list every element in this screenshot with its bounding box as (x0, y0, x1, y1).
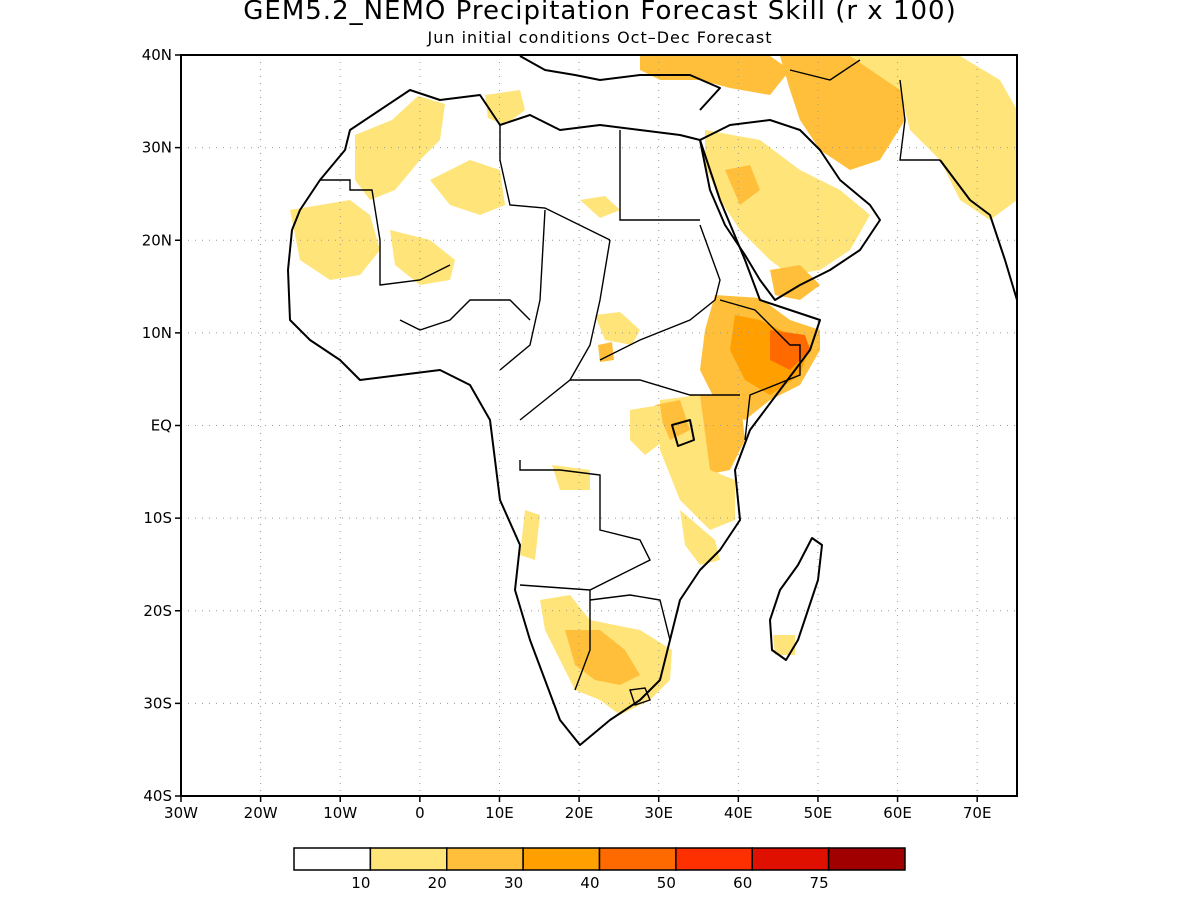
skill-area-mali (390, 230, 455, 285)
legend-label: 30 (504, 874, 523, 892)
lat-tick-label: 30S (143, 694, 172, 712)
lon-tick-label: 20W (244, 804, 278, 822)
skill-area-iran (780, 56, 905, 170)
legend-swatch (522, 847, 601, 871)
legend-colorbar: 10 20 30 40 50 60 75 (293, 847, 906, 892)
skill-area-libya-north (485, 90, 525, 125)
border (719, 299, 801, 441)
lat-tick-label: 40S (143, 787, 172, 805)
border (619, 130, 700, 221)
skill-area-turkey (640, 56, 790, 95)
lesotho-border (629, 687, 651, 706)
lon-tick-label: 10W (323, 804, 357, 822)
border (899, 79, 940, 161)
lon-tick-label: 50E (804, 804, 833, 822)
skill-area-morocco (355, 96, 445, 200)
skill-area-zaire-south (552, 465, 590, 490)
lat-tick-label: 20N (142, 231, 172, 249)
legend-label: 50 (657, 874, 676, 892)
skill-area-algeria (430, 160, 505, 215)
lon-tick-label: 30W (164, 804, 198, 822)
legend-label: 40 (580, 874, 599, 892)
skill-area-central-asia (850, 56, 1017, 220)
skill-area-botswana (565, 630, 640, 685)
skill-area-madagascar (773, 635, 795, 655)
lat-tick-label: 20S (143, 602, 172, 620)
border (789, 59, 861, 81)
skill-area-arabia-core (725, 165, 760, 205)
border (320, 179, 451, 286)
arabia-coastline (699, 119, 881, 301)
skill-area-nigeria (595, 312, 640, 345)
lake-victoria (671, 419, 695, 447)
border (519, 460, 560, 471)
mediterranean-north-coast (519, 55, 721, 111)
border (499, 209, 546, 371)
lon-tick-label: 30E (644, 804, 673, 822)
lon-tick-label: 70E (963, 804, 992, 822)
skill-shading (290, 56, 1017, 715)
skill-area-mozambique (680, 510, 720, 565)
lat-tick-label: 30N (142, 139, 172, 157)
legend-swatch (751, 847, 830, 871)
skill-area-rwanda (655, 400, 690, 440)
legend-label: 10 (351, 874, 370, 892)
country-borders (320, 59, 940, 706)
lon-tick-label: 20E (565, 804, 594, 822)
skill-area-chad (580, 196, 620, 218)
lat-tick-label: 10N (142, 324, 172, 342)
skill-area-congo (630, 405, 665, 455)
border (519, 469, 651, 591)
legend-swatch (446, 847, 524, 871)
madagascar-coastline (769, 537, 823, 661)
lon-tick-label: 40E (724, 804, 753, 822)
legend-swatch (675, 847, 753, 871)
lat-tick-label: 40N (142, 46, 172, 64)
border (570, 379, 740, 396)
india-coastline (939, 159, 1017, 301)
border (499, 125, 611, 241)
lon-tick-label: 10E (485, 804, 514, 822)
skill-area-cameroon (598, 342, 614, 362)
lon-tick-label: 0 (415, 804, 425, 822)
border (574, 590, 591, 691)
border (589, 594, 671, 641)
lat-tick-label: EQ (151, 417, 172, 435)
legend-label: 75 (810, 874, 829, 892)
legend-swatch (369, 847, 448, 871)
lat-tick-label: 10S (143, 509, 172, 527)
legend-label: 60 (733, 874, 752, 892)
map-title: GEM5.2_NEMO Precipitation Forecast Skill… (243, 0, 957, 26)
legend-swatch (293, 847, 372, 871)
border (599, 224, 721, 361)
border (519, 239, 611, 421)
skill-area-yemen (770, 265, 820, 300)
border (399, 299, 531, 331)
legend-swatch (598, 847, 677, 871)
lon-tick-label: 60E (883, 804, 912, 822)
map-subtitle: Jun initial conditions Oct–Dec Forecast (427, 28, 773, 47)
legend-label: 20 (428, 874, 447, 892)
skill-area-angola (520, 510, 540, 560)
legend-swatch (827, 847, 906, 871)
